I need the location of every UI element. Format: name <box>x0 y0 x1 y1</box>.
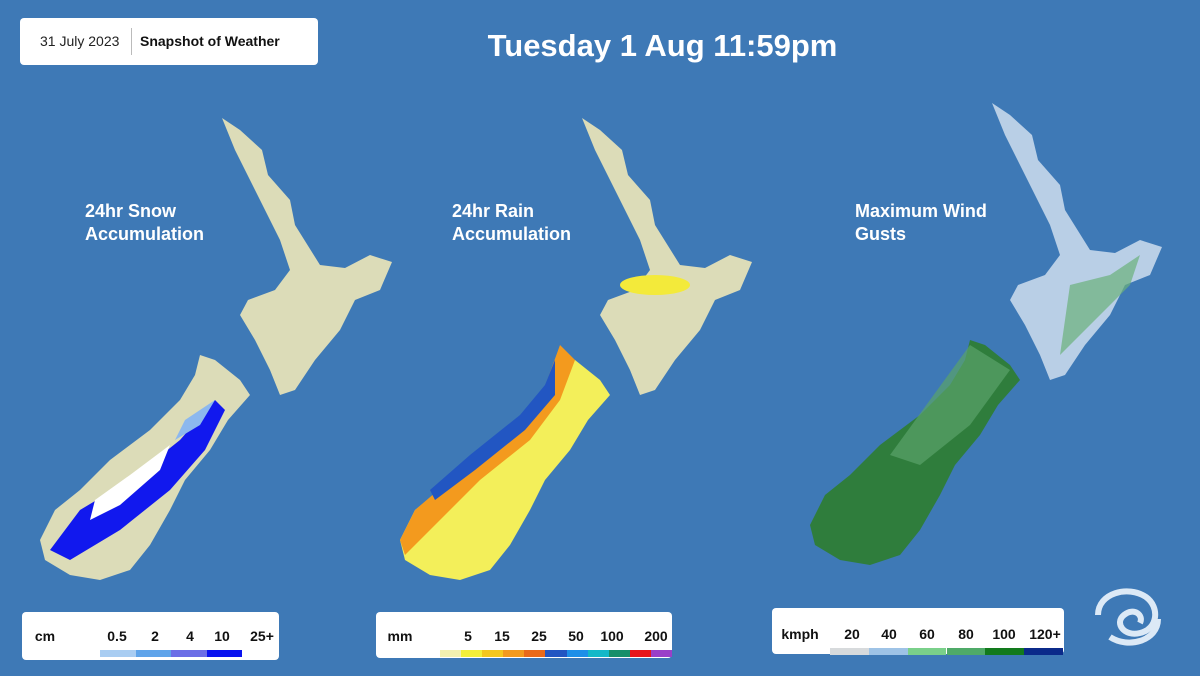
legend-swatch <box>206 650 243 657</box>
legend-label: 5 <box>464 628 472 644</box>
legend-swatch <box>830 648 869 655</box>
legend-label: 25+ <box>250 628 274 644</box>
legend-swatch <box>566 650 588 657</box>
wind-legend <box>772 608 1064 654</box>
snow-map <box>40 118 392 580</box>
legend-label: 0.5 <box>107 628 127 644</box>
page-title: Tuesday 1 Aug 11:59pm <box>487 28 838 63</box>
legend-swatch <box>503 650 525 657</box>
legend-swatch <box>171 650 207 657</box>
legend-swatch <box>100 650 136 657</box>
legend-label: 60 <box>919 626 935 642</box>
panel-title: 24hr Snow Accumulation <box>85 201 205 244</box>
legend-label: 25 <box>531 628 547 644</box>
legend-label: 200 <box>644 628 668 644</box>
header-box: 31 July 2023 Snapshot of Weather <box>20 18 318 65</box>
legend-swatch <box>461 650 483 657</box>
legend-label: 2 <box>151 628 159 644</box>
legend-label: 20 <box>844 626 860 642</box>
legend-swatch <box>985 648 1025 655</box>
legend-unit: mm <box>387 628 413 644</box>
header-date: 31 July 2023 <box>40 33 120 49</box>
legend-swatch <box>650 650 672 657</box>
legend-label: 80 <box>958 626 974 642</box>
legend-label: 15 <box>494 628 510 644</box>
legend-swatch <box>135 650 172 657</box>
legend-label: 40 <box>881 626 897 642</box>
legend-swatch <box>587 650 609 657</box>
legend-label: 50 <box>568 628 584 644</box>
wind-map <box>810 103 1162 565</box>
legend-swatch <box>946 648 986 655</box>
legend-swatch <box>440 650 462 657</box>
legend-swatch <box>629 650 651 657</box>
legend-swatch <box>868 648 908 655</box>
rain-map <box>400 118 752 580</box>
legend-swatch <box>1024 648 1063 655</box>
panel-title: 24hr Rain Accumulation <box>452 201 572 244</box>
legend-swatch <box>524 650 546 657</box>
logo <box>1095 588 1161 646</box>
legend-label: 100 <box>600 628 624 644</box>
legend-unit: kmph <box>781 626 819 642</box>
legend-label: 100 <box>992 626 1016 642</box>
legend-label: 120+ <box>1029 626 1061 642</box>
legend-swatch <box>907 648 947 655</box>
header-label: Snapshot of Weather <box>140 33 280 49</box>
panel-title: Maximum Wind Gusts <box>855 201 987 244</box>
legend-swatch <box>608 650 630 657</box>
divider <box>131 28 132 55</box>
legend-unit: cm <box>34 628 56 644</box>
legend-label: 10 <box>214 628 230 644</box>
legend-swatch <box>242 650 278 657</box>
legend-label: 4 <box>186 628 194 644</box>
legend-swatch <box>545 650 567 657</box>
legend-swatch <box>482 650 504 657</box>
